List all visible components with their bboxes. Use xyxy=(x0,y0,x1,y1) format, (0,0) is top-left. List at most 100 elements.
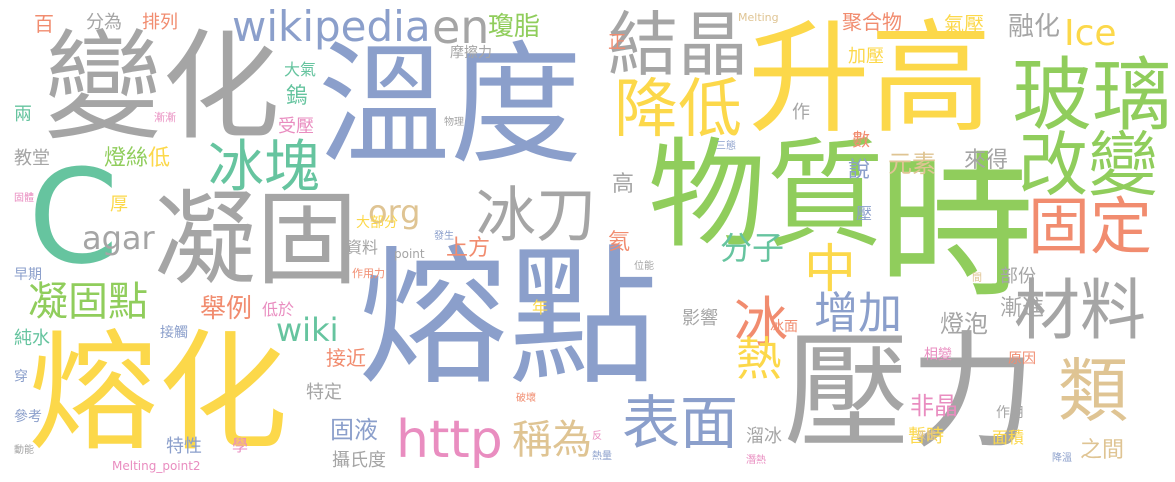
word-特定: 特定 xyxy=(306,382,342,403)
word-受壓: 受壓 xyxy=(278,116,314,137)
word-固定: 固定 xyxy=(1028,190,1153,263)
word-大部分: 大部分 xyxy=(356,215,398,231)
word-百: 百 xyxy=(34,12,54,36)
word-凝固: 凝固 xyxy=(154,181,358,300)
word-Melting_point2: Melting_point2 xyxy=(112,459,201,473)
word-原因: 原因 xyxy=(1008,351,1036,367)
word-org: org xyxy=(368,193,421,231)
word-上方: 上方 xyxy=(446,236,491,261)
word-發生: 發生 xyxy=(434,231,454,242)
word-溜冰: 溜冰 xyxy=(746,426,782,447)
word-增加: 增加 xyxy=(814,288,902,339)
word-冰: 冰 xyxy=(734,291,788,354)
word-相變: 相變 xyxy=(924,347,952,363)
word-接近: 接近 xyxy=(326,346,366,370)
word-改變: 改變 xyxy=(1018,124,1158,206)
word-熱量: 熱量 xyxy=(592,451,612,462)
word-聚合物: 聚合物 xyxy=(842,10,902,34)
word-降低: 降低 xyxy=(614,73,742,147)
word-大氣: 大氣 xyxy=(284,60,317,79)
word-鎢: 鎢 xyxy=(286,84,309,109)
word-熔點: 熔點 xyxy=(358,232,659,406)
word-稱為: 稱為 xyxy=(512,417,592,463)
word-參考: 參考 xyxy=(14,409,42,425)
word-溫度: 溫度 xyxy=(318,29,582,183)
word-氣壓: 氣壓 xyxy=(944,12,984,36)
word-Melting: Melting xyxy=(738,11,779,24)
word-三態: 三態 xyxy=(716,141,736,152)
word-表面: 表面 xyxy=(622,389,739,457)
word-物質: 物質 xyxy=(648,126,885,264)
word-早期: 早期 xyxy=(14,267,42,283)
word-非晶: 非晶 xyxy=(910,392,958,420)
word-材料: 材料 xyxy=(1014,272,1146,349)
word-正: 正 xyxy=(608,32,626,53)
word-低: 低 xyxy=(148,146,171,171)
word-間: 間 xyxy=(972,273,982,284)
word-攝氏度: 攝氏度 xyxy=(332,450,386,471)
word-燈泡: 燈泡 xyxy=(940,310,988,338)
word-wikipedia: wikipedia xyxy=(232,2,431,51)
word-破壞: 破壞 xyxy=(516,393,536,404)
word-排列: 排列 xyxy=(142,12,178,33)
word-熔化: 熔化 xyxy=(28,317,289,469)
word-玻璃: 玻璃 xyxy=(1012,49,1172,142)
word-資料: 資料 xyxy=(346,238,379,257)
word-分子: 分子 xyxy=(720,229,785,267)
word-數: 數 xyxy=(852,130,870,151)
word-高: 高 xyxy=(612,172,635,197)
word-瓊脂: 瓊脂 xyxy=(488,12,541,42)
word-純水: 純水 xyxy=(14,328,50,349)
word-冰塊: 冰塊 xyxy=(208,135,320,200)
word-教堂: 教堂 xyxy=(14,148,50,169)
word-暫時: 暫時 xyxy=(908,426,944,447)
word-接觸: 接觸 xyxy=(160,325,188,341)
word-穿: 穿 xyxy=(14,369,28,385)
word-時: 時 xyxy=(878,137,1034,319)
word-反: 反 xyxy=(592,431,602,442)
word-學: 學 xyxy=(232,436,249,455)
word-厚: 厚 xyxy=(110,194,128,215)
word-http: http xyxy=(396,410,503,470)
word-摩擦力: 摩擦力 xyxy=(450,45,492,61)
word-固液: 固液 xyxy=(330,416,378,444)
word-冰刀: 冰刀 xyxy=(476,181,596,251)
word-en: en xyxy=(432,0,490,54)
word-作用力: 作用力 xyxy=(352,267,385,280)
word-潛熱: 潛熱 xyxy=(746,455,766,466)
word-agar: agar xyxy=(82,219,155,257)
word-氦: 氦 xyxy=(608,230,631,255)
word-中: 中 xyxy=(804,240,857,300)
word-冰面: 冰面 xyxy=(770,319,798,335)
word-升高: 升高 xyxy=(748,8,992,150)
word-動能: 動能 xyxy=(14,445,34,456)
word-液體: 液體 xyxy=(916,431,936,442)
word-wiki: wiki xyxy=(276,311,339,349)
word-位能: 位能 xyxy=(634,261,654,272)
word-作用: 作用 xyxy=(996,405,1024,421)
word-說: 說 xyxy=(848,158,871,183)
word-Ice: Ice xyxy=(1064,13,1117,54)
word-物理: 物理 xyxy=(444,117,464,128)
word-面積: 面積 xyxy=(992,428,1025,447)
word-兩: 兩 xyxy=(14,104,32,125)
word-壓: 壓 xyxy=(856,204,873,223)
word-特性: 特性 xyxy=(166,436,202,457)
word-漸漸: 漸漸 xyxy=(154,111,176,124)
word-point: point xyxy=(394,247,425,261)
word-變化: 變化 xyxy=(44,18,281,156)
word-分為: 分為 xyxy=(86,12,122,33)
word-加壓: 加壓 xyxy=(848,46,884,67)
word-類: 類 xyxy=(1058,350,1128,432)
word-低於: 低於 xyxy=(262,300,295,319)
word-燈絲: 燈絲 xyxy=(104,146,149,171)
word-凝固點: 凝固點 xyxy=(28,279,148,325)
word-壓力: 壓力 xyxy=(784,319,1036,466)
word-降溫: 降溫 xyxy=(1052,453,1072,464)
word-年: 年 xyxy=(532,298,549,317)
word-影響: 影響 xyxy=(682,308,718,329)
word-漸進: 漸進 xyxy=(1000,296,1045,321)
word-熱: 熱 xyxy=(736,332,782,386)
word-來得: 來得 xyxy=(964,148,1009,173)
